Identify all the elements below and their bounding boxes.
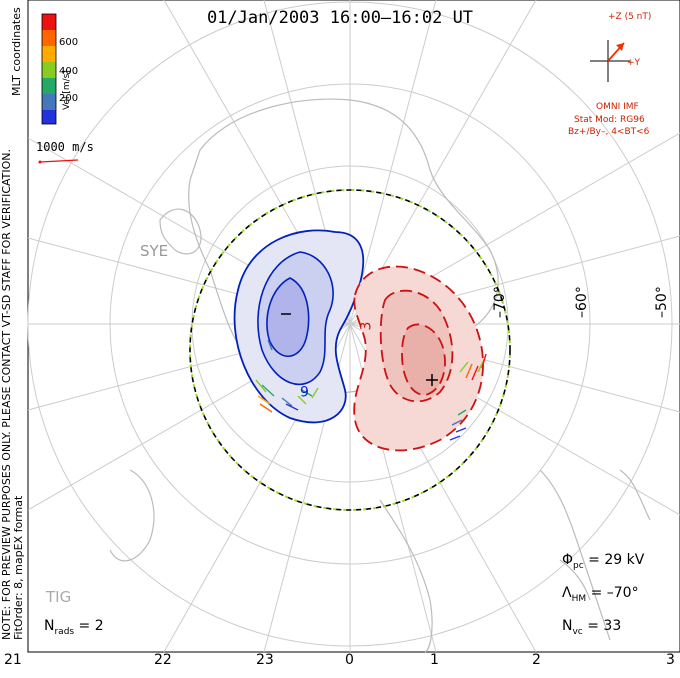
lambda-symbol: ΛHM = [562,585,607,604]
vector-scale-label: 1000 m/s [36,140,94,154]
imf-source: OMNI IMF [596,102,639,112]
mlt-tick-21: 21 [4,652,22,668]
imf-clock [590,40,630,82]
imf-model: Stat Mod: RG96 [574,115,645,125]
n-vc-value: 33 [603,618,622,634]
n-vc-stat: Nvc = 33 [562,618,621,637]
imf-y-label: +Y [627,58,641,68]
mlt-tick-1: 1 [430,652,439,668]
negative-potential-cell [233,229,365,424]
vector-scale-line [39,159,79,163]
hm-boundary [189,189,511,511]
phi-pc-stat: Φpc = 29 kV [562,552,644,571]
mlt-tick-0: 0 [345,652,354,668]
lambda-hm-value: –70° [606,585,639,601]
station-sye: SYE [140,242,169,260]
imf-z-label: +Z (5 nT) [608,12,652,22]
lat-label-60: –60° [574,286,590,318]
velocity-vectors [255,339,487,441]
positive-marker [426,374,438,386]
colorbar-tick-200: 200 [59,93,79,104]
lambda-hm-stat: ΛHM = –70° [562,585,639,604]
mlt-tick-22: 22 [154,652,172,668]
phi-symbol: Φpc = [562,552,605,571]
nrads-symbol: Nrads = [44,618,95,637]
mlt-tick-3: 3 [666,652,675,668]
imf-condition: Bz+/By–, 4<BT<6 [568,127,650,137]
mlt-tick-2: 2 [532,652,541,668]
velocity-colorbar [41,13,57,125]
contour-label-6: 6 [300,382,309,398]
vector-scale-dot [38,160,42,164]
mlt-tick-23: 23 [256,652,274,668]
nvc-symbol: Nvc = [562,618,604,637]
n-rads-value: 2 [94,618,104,634]
map-title: 01/Jan/2003 16:00–16:02 UT [206,8,474,28]
colorbar-tick-600: 600 [59,37,79,48]
positive-potential-cell [353,265,484,452]
coord-note: MLT coordinates [10,7,23,96]
phi-pc-value: 29 kV [604,552,645,568]
station-tig: TIG [46,588,72,606]
contour-label-3: 3 [358,321,375,331]
fit-order-note: FitOrder: 8, mapEX format [12,495,25,640]
lat-label-70: –70° [492,286,508,318]
lat-label-50: –50° [654,286,670,318]
n-rads-stat: Nrads = 2 [44,618,104,637]
colorbar-tick-400: 400 [59,66,79,77]
